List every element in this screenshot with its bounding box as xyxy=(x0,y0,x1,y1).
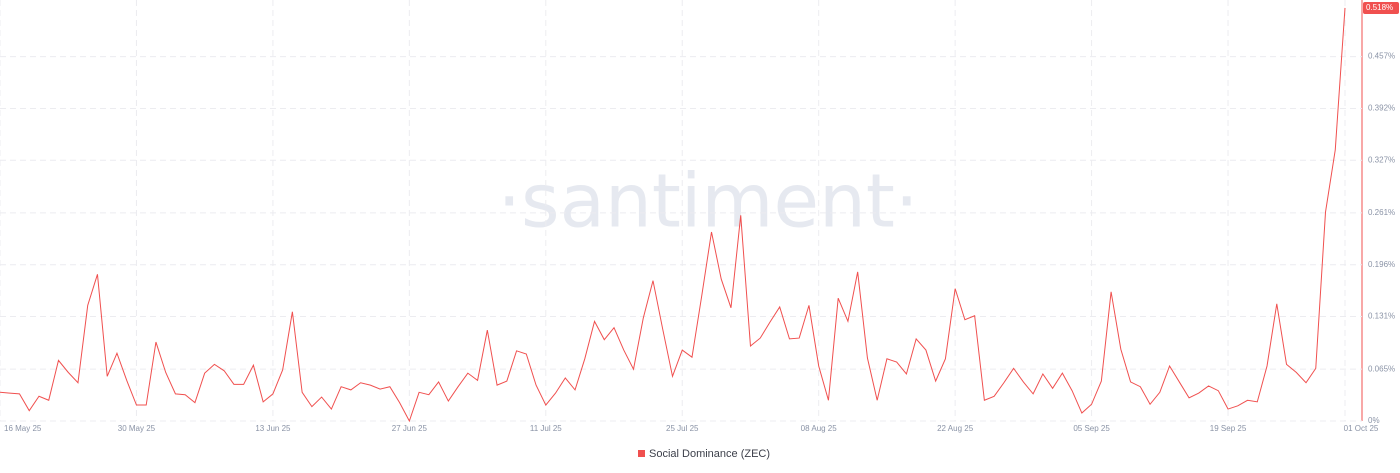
x-tick-label: 30 May 25 xyxy=(118,424,156,433)
x-tick-label: 08 Aug 25 xyxy=(801,424,838,433)
x-tick-label: 25 Jul 25 xyxy=(666,424,699,433)
x-tick-label: 13 Jun 25 xyxy=(255,424,291,433)
y-tick-label: 0.131% xyxy=(1368,312,1395,321)
y-tick-label: 0.196% xyxy=(1368,260,1395,269)
watermark: ·santiment· xyxy=(498,159,919,245)
y-tick-label: 0% xyxy=(1368,416,1380,425)
y-tick-label: 0.065% xyxy=(1368,364,1395,373)
x-tick-label: 16 May 25 xyxy=(4,424,42,433)
value-label: 0.518% xyxy=(1366,3,1393,12)
legend-label: Social Dominance (ZEC) xyxy=(649,448,770,460)
data-line xyxy=(0,7,1346,423)
x-tick-label: 27 Jun 25 xyxy=(392,424,428,433)
y-tick-label: 0.457% xyxy=(1368,52,1395,61)
x-tick-label: 11 Jul 25 xyxy=(530,424,562,433)
value-label-badge xyxy=(1363,1,1399,14)
y-tick-label: 0.392% xyxy=(1368,104,1395,113)
x-tick-label: 05 Sep 25 xyxy=(1073,424,1110,433)
y-tick-label: 0.261% xyxy=(1368,208,1395,217)
legend-item: Social Dominance (ZEC) xyxy=(638,448,770,460)
x-tick-label: 22 Aug 25 xyxy=(937,424,974,433)
x-tick-label: 01 Oct 25 xyxy=(1344,424,1379,433)
legend-swatch xyxy=(638,450,645,457)
y-tick-label: 0.327% xyxy=(1368,155,1395,164)
x-tick-label: 19 Sep 25 xyxy=(1210,424,1247,433)
